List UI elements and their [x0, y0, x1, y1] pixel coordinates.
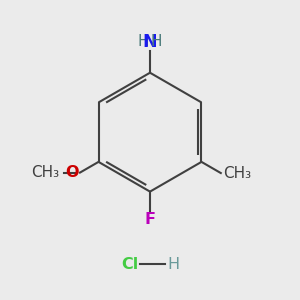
- Text: CH₃: CH₃: [223, 166, 251, 181]
- Text: H: H: [151, 34, 162, 49]
- Text: H: H: [138, 34, 149, 49]
- Text: O: O: [66, 165, 79, 180]
- Text: N: N: [143, 33, 157, 51]
- Text: CH₃: CH₃: [31, 165, 59, 180]
- Text: Cl: Cl: [121, 257, 138, 272]
- Text: H: H: [168, 257, 180, 272]
- Text: F: F: [145, 212, 155, 227]
